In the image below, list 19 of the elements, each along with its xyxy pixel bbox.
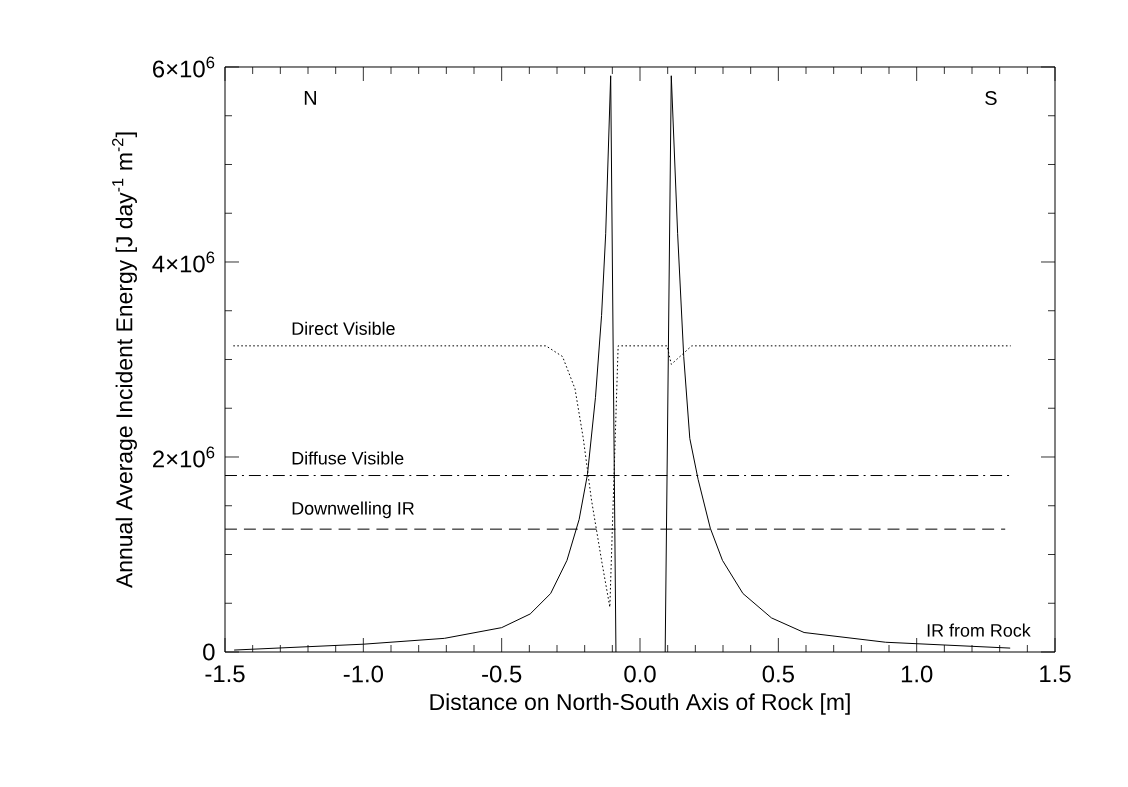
annotation: N [304,91,316,105]
series-label: IR from Rock [927,623,1031,637]
y-tick-label: 6×10$^{6}$ [153,56,215,78]
series-label: Direct Visible [292,321,395,335]
y-tick-label: 4×10$^{6}$ [152,251,215,273]
x-tick-label: 1.5 [1040,665,1071,683]
x-tick-label: -1.0 [343,665,383,683]
x-tick-label: -0.5 [482,665,522,683]
series-label: Downwelling IR [292,501,414,519]
y-axis-title: Annual Average Incident Energy [J day$^{-1}$ m$^{-2}$] [112,132,137,588]
x-tick-label: 0.5 [762,665,794,683]
x-tick-label: 1.0 [901,665,933,683]
x-tick-label: -1.5 [205,665,245,683]
x-tick-label: 0.0 [624,665,656,683]
y-tick-label: 0 [203,643,215,661]
y-tick-label: 2×10$^{6}$ [153,446,215,468]
annotation: S [985,91,997,106]
x-axis-title: Distance on North-South Axis of Rock [m] [430,693,850,715]
series-label: Diffuse Visible [292,451,404,465]
